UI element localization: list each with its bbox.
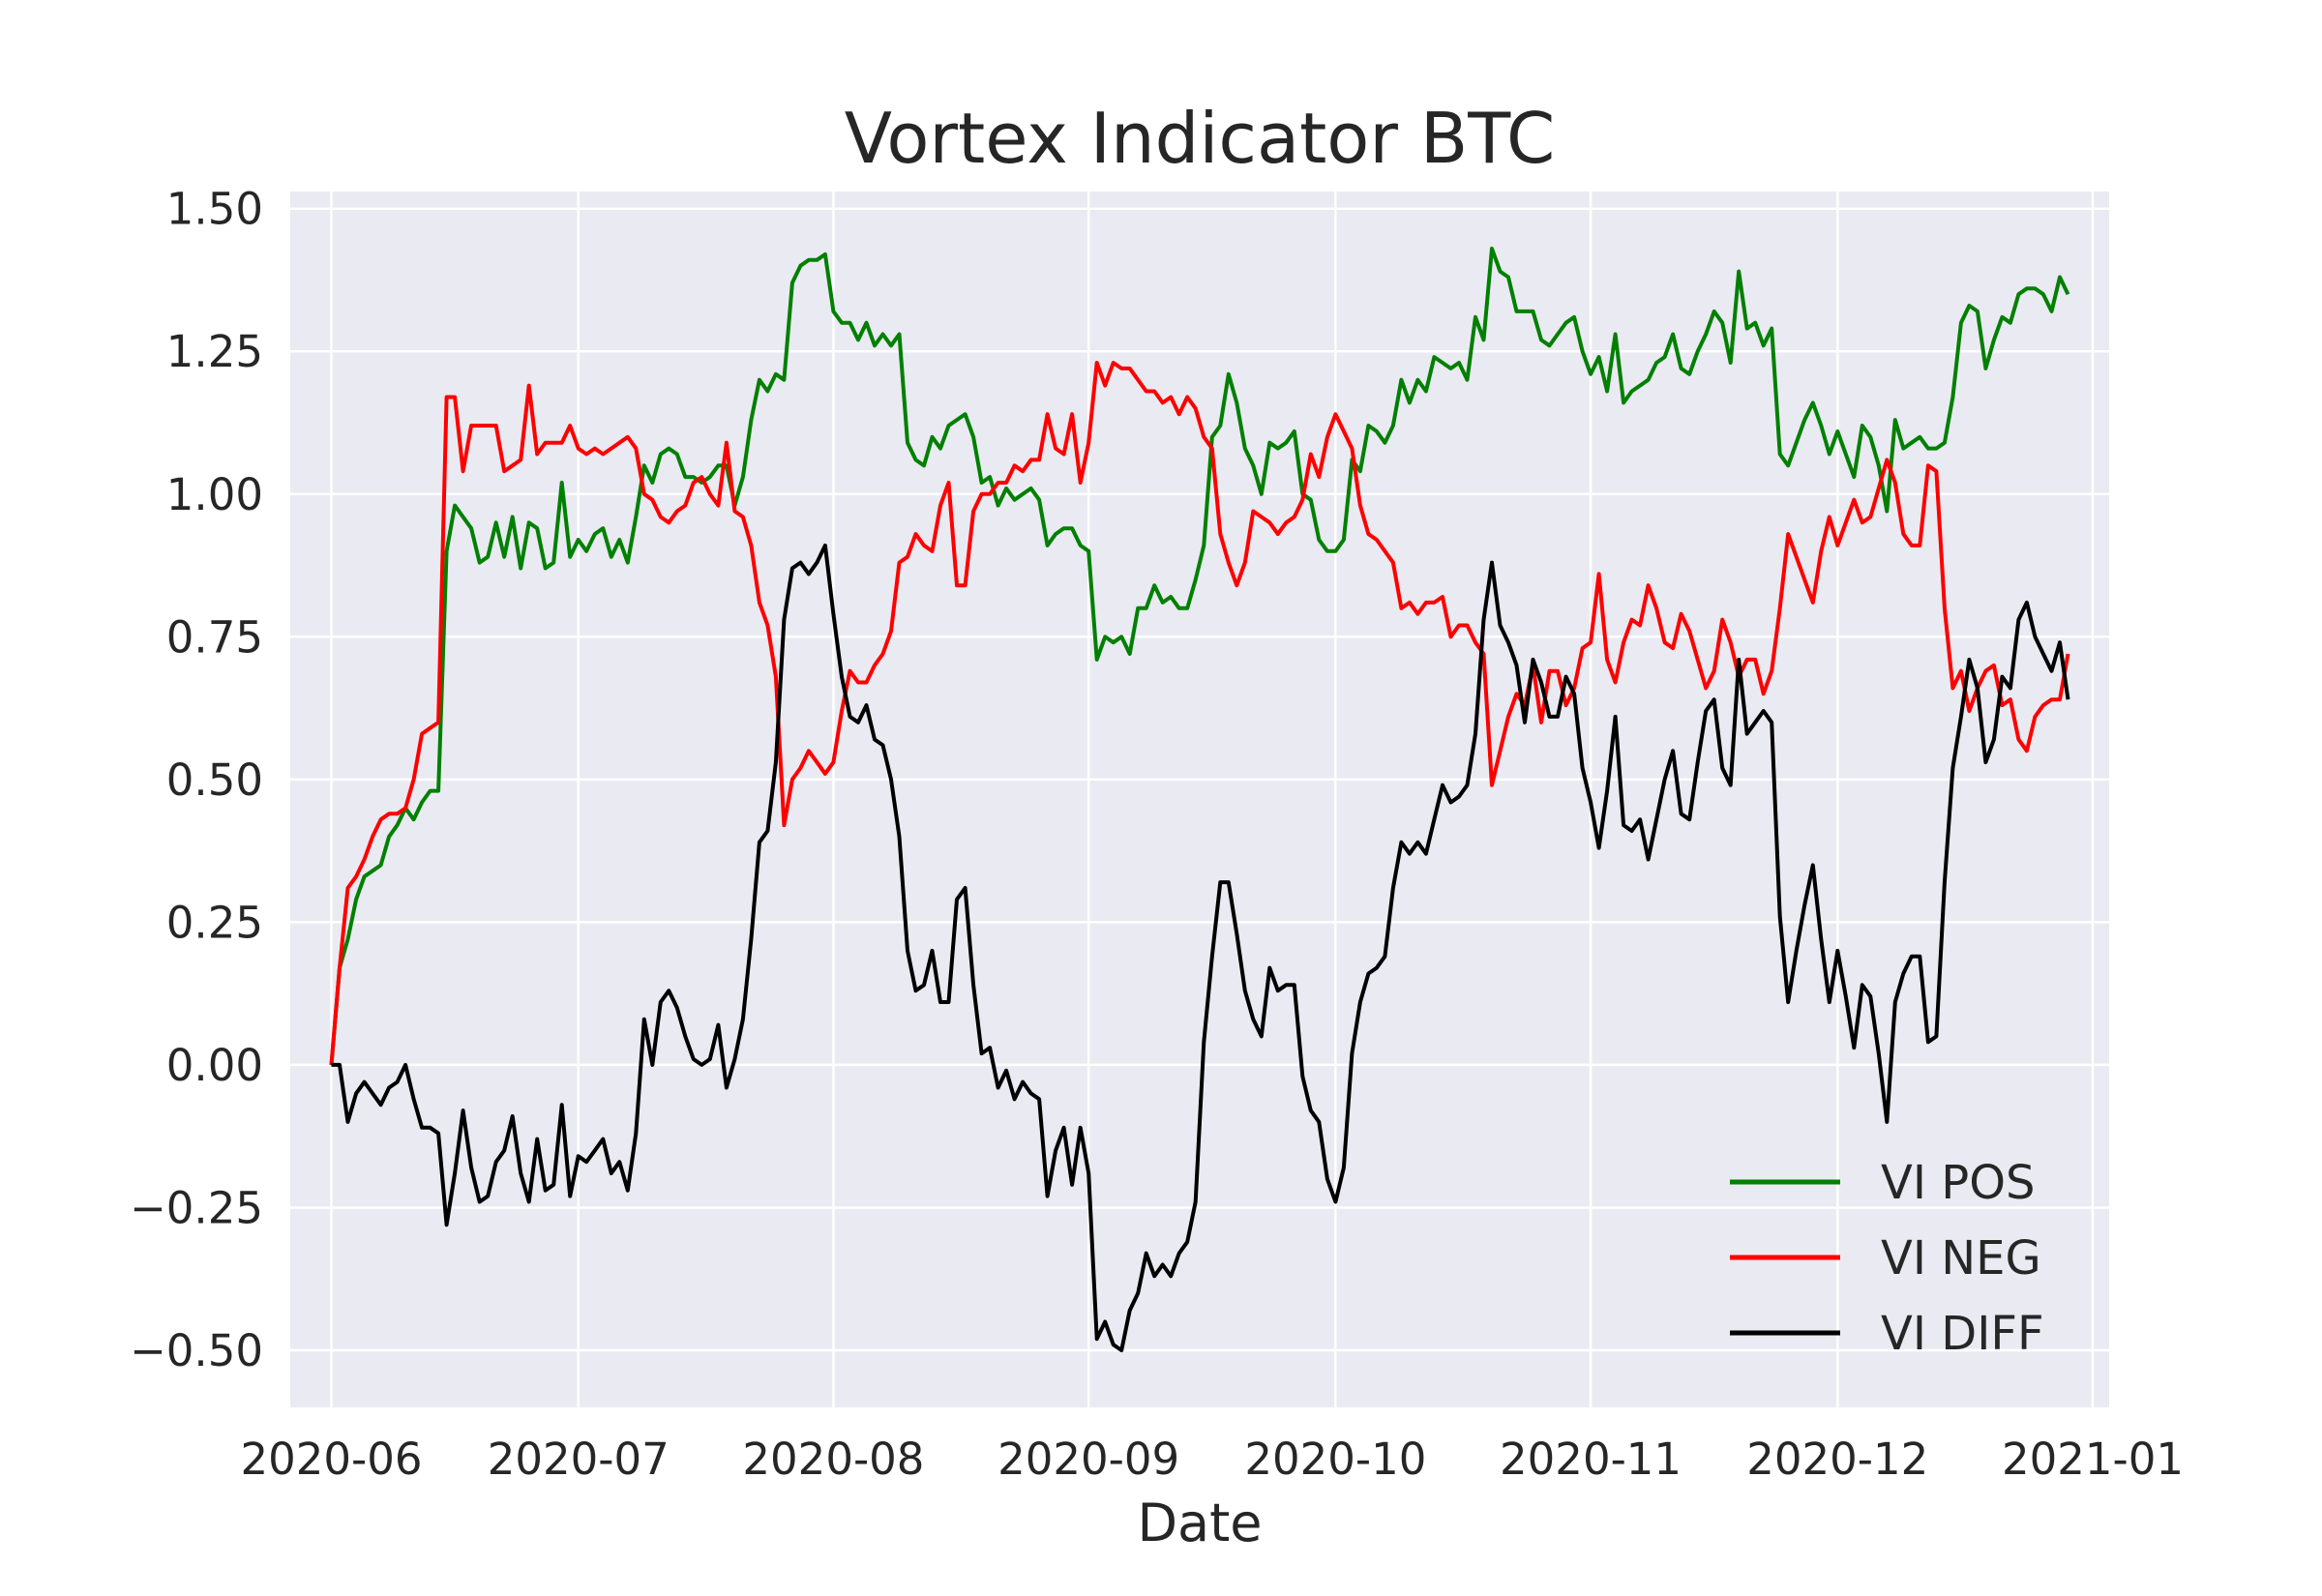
- x-tick-labels: 2020-06 2020-07 2020-08 2020-09 2020-10 2020-…: [241, 1433, 2184, 1485]
- y-tick-label: 1.50: [166, 184, 263, 235]
- series-layer: [329, 247, 2070, 1352]
- chart-title: Vortex Indicator BTC: [845, 98, 1556, 179]
- x-tick-label: 2020-07: [488, 1433, 670, 1485]
- x-axis-label: Date: [1137, 1493, 1262, 1553]
- x-tick-label: 2020-08: [742, 1433, 924, 1485]
- x-tick-label: 2020-12: [1746, 1433, 1928, 1485]
- series-line-vi-diff: [331, 543, 2070, 1352]
- y-tick-label: −0.50: [130, 1325, 263, 1376]
- y-tick-label: 0.00: [166, 1040, 263, 1091]
- legend-label: VI POS: [1881, 1156, 2035, 1210]
- legend: VI POS VI NEG VI DIFF: [1730, 1156, 2044, 1361]
- x-tick-label: 2020-11: [1500, 1433, 1682, 1485]
- y-tick-labels: 1.50 1.25 1.00 0.75 0.50 0.25 0.00 −0.25 −0.50: [130, 184, 263, 1376]
- plot-area: [290, 192, 2109, 1407]
- x-tick-label: 2020-06: [241, 1433, 423, 1485]
- y-tick-label: 1.00: [166, 469, 263, 520]
- grid-lines: [290, 192, 2109, 1407]
- series-line-vi-neg: [329, 361, 2070, 1066]
- legend-label: VI NEG: [1881, 1231, 2041, 1286]
- y-tick-label: 1.25: [166, 326, 263, 377]
- legend-label: VI DIFF: [1881, 1307, 2044, 1361]
- x-tick-label: 2020-10: [1244, 1433, 1426, 1485]
- y-tick-label: −0.25: [130, 1182, 263, 1233]
- x-tick-label: 2021-01: [2002, 1433, 2184, 1485]
- x-tick-label: 2020-09: [997, 1433, 1179, 1485]
- y-tick-label: 0.50: [166, 754, 263, 806]
- y-tick-label: 0.75: [166, 611, 263, 663]
- series-line-vi-pos: [329, 247, 2070, 1066]
- y-tick-label: 0.25: [166, 897, 263, 948]
